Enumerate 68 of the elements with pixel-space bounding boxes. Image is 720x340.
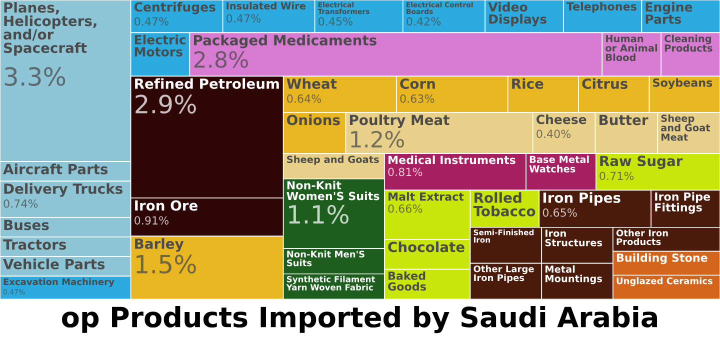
category-label: Delivery Trucks	[4, 183, 122, 197]
category-label: Barley	[135, 238, 184, 252]
category-label: Medical Instruments	[388, 156, 516, 164]
category-label: Insulated Wire	[226, 2, 306, 10]
category-label: Sheep and Goats	[287, 156, 379, 165]
category-label: Aircraft Parts	[3, 164, 108, 174]
category-label: Sheep and Goat Meat	[661, 114, 710, 141]
category-label: Soybeans	[653, 78, 712, 90]
category-label: Non-Knit Women'S Suits	[286, 180, 380, 200]
data-label: 0.45%	[318, 17, 352, 26]
category-label: Cleaning Products	[664, 34, 712, 52]
category-label: Onions	[287, 114, 340, 126]
data-label: 1.1%	[289, 204, 348, 224]
data-label: 1.5%	[136, 254, 196, 274]
category-label: Refined Petroleum	[135, 78, 279, 89]
data-label: 0.71%	[600, 172, 634, 180]
category-label: Butter	[600, 114, 648, 126]
category-label: Metal Mountings	[546, 265, 602, 284]
category-label: Rice	[512, 78, 544, 89]
category-label: Unglazed Ceramics	[616, 277, 712, 286]
data-label: 0.63%	[400, 94, 434, 103]
category-label: Iron Pipes	[543, 192, 620, 206]
category-label: Centrifuges	[134, 2, 216, 14]
category-label: Building Stone	[616, 253, 708, 264]
category-label: Planes, Helicopters, and/or Spacecraft	[4, 2, 96, 56]
data-label: 0.47%	[134, 17, 168, 26]
category-label: Vehicle Parts	[3, 258, 105, 270]
category-label: Poultry Meat	[350, 114, 450, 128]
category-label: Cheese	[536, 114, 586, 124]
category-label: Other Iron Products	[616, 229, 668, 246]
category-label: Excavation Machinery	[4, 278, 114, 287]
category-label: Buses	[4, 220, 49, 230]
data-label: 0.64%	[287, 94, 322, 103]
category-label: Tractors	[3, 239, 66, 250]
data-label: 0.81%	[388, 168, 422, 176]
data-label: 0.42%	[406, 17, 441, 26]
data-label: 2.8%	[194, 51, 248, 68]
category-label: Non-Knit Men'S Suits	[287, 250, 364, 266]
category-label: Video Displays	[488, 2, 546, 26]
category-label: Rolled Tobacco	[473, 192, 536, 216]
data-label: 0.65%	[542, 208, 577, 217]
category-label: Synthetic Filament Yarn Woven Fabric	[286, 276, 376, 290]
category-label: Corn	[400, 78, 435, 89]
data-label: 1.2%	[351, 130, 404, 148]
data-label: 0.66%	[388, 204, 422, 213]
category-label: Baked Goods	[388, 271, 426, 291]
data-label: 0.40%	[536, 130, 571, 138]
category-label: Electric Motors	[134, 34, 186, 56]
category-label: Chocolate	[388, 241, 464, 252]
category-label: Raw Sugar	[600, 156, 683, 169]
category-label: Wheat	[286, 78, 337, 89]
category-label: Other Large Iron Pipes	[474, 265, 534, 283]
data-label: 0.74%	[4, 199, 38, 208]
category-label: Iron Ore	[135, 200, 198, 211]
category-label: Packaged Medicaments	[194, 34, 376, 48]
category-label: Human or Animal Blood	[606, 35, 658, 62]
data-label: 2.9%	[136, 94, 196, 114]
category-label: Base Metal Watches	[529, 156, 589, 172]
category-label: Iron Structures	[545, 230, 602, 246]
category-label: Telephones	[566, 2, 636, 13]
category-label: Malt Extract	[388, 192, 464, 201]
data-label: 0.91%	[134, 216, 168, 225]
category-label: Iron Pipe Fittings	[655, 192, 710, 214]
text: op Products Imported by Saudi Arabia	[62, 306, 658, 334]
data-label: 0.47%	[226, 14, 260, 23]
data-label: 3.3%	[4, 67, 66, 86]
category-label: Citrus	[582, 78, 628, 89]
category-label: Engine Parts	[646, 2, 692, 24]
